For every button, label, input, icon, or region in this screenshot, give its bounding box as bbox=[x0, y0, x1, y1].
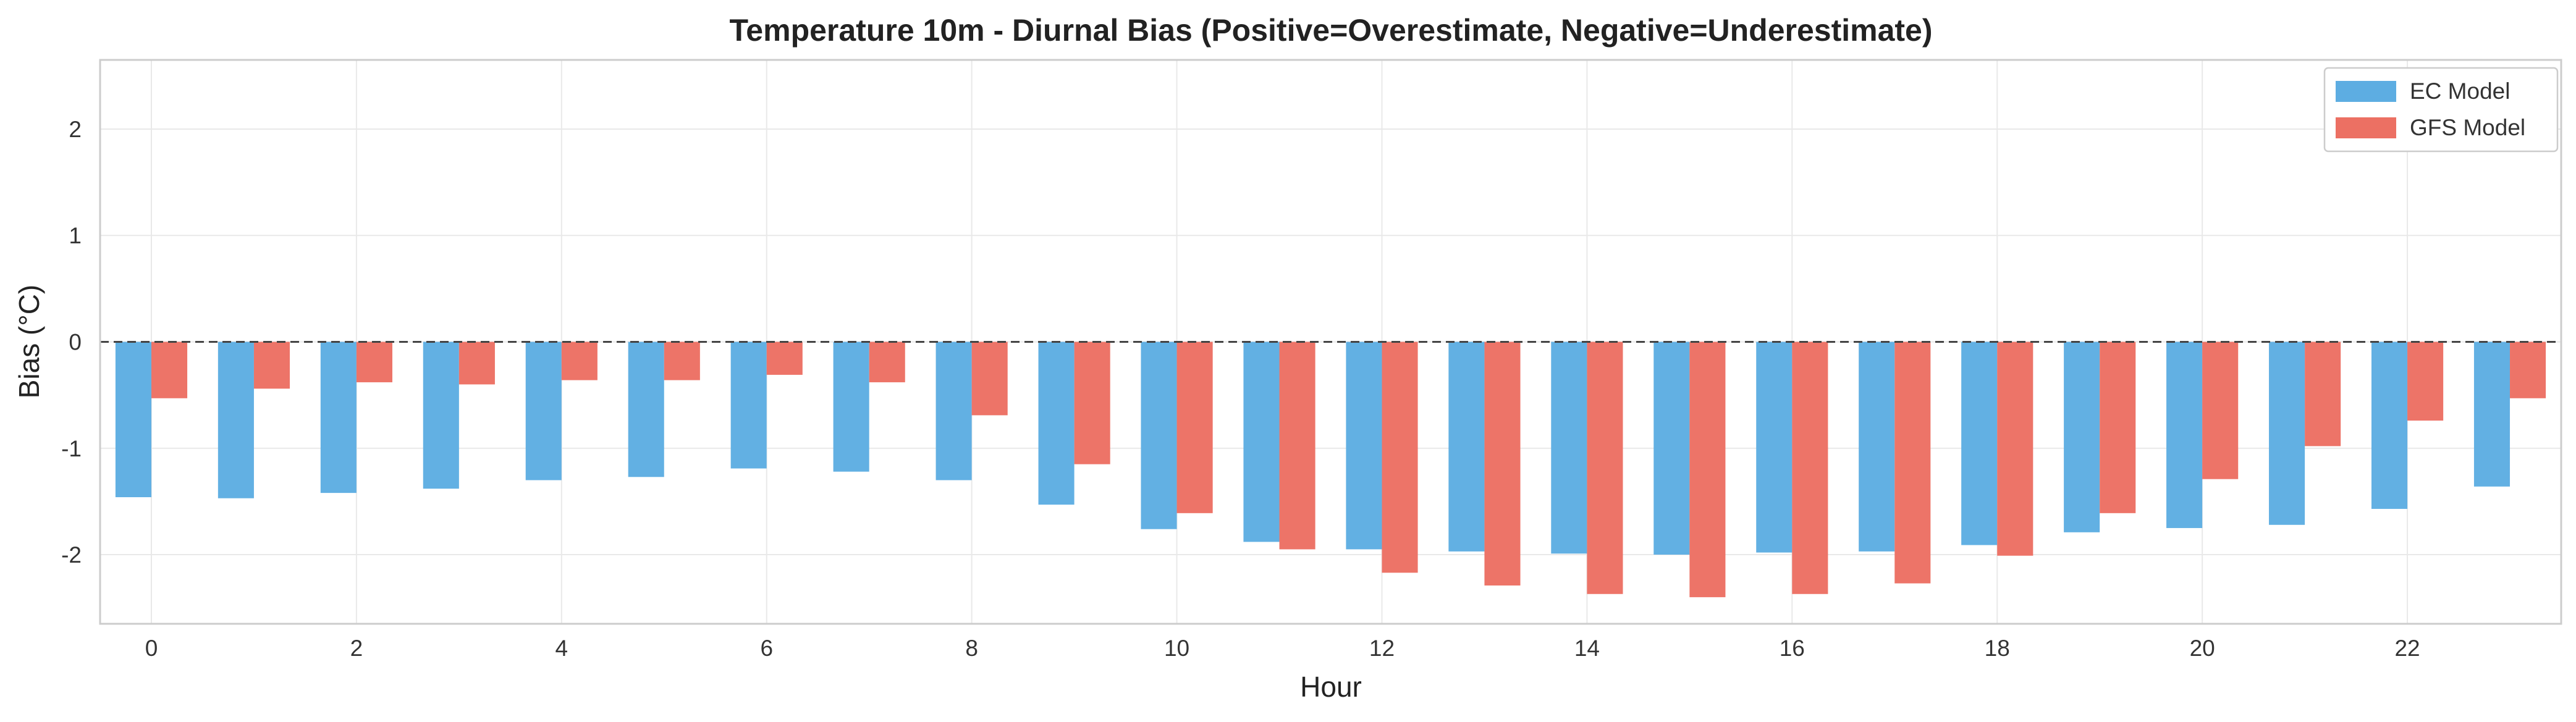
y-tick-label: 1 bbox=[69, 223, 82, 248]
bar-ec-model bbox=[1961, 342, 1998, 545]
bar-gfs-model bbox=[971, 342, 1008, 416]
bar-ec-model bbox=[525, 342, 562, 481]
y-tick-label: 2 bbox=[69, 117, 82, 142]
bar-gfs-model bbox=[1792, 342, 1828, 594]
bar-ec-model bbox=[2473, 342, 2511, 487]
legend-label-ec-model: EC Model bbox=[2410, 78, 2510, 104]
bar-gfs-model bbox=[1279, 342, 1315, 550]
y-tick-label: -1 bbox=[61, 436, 82, 461]
x-tick-label: 2 bbox=[350, 636, 363, 661]
bar-ec-model bbox=[628, 342, 664, 477]
bar-gfs-model bbox=[766, 342, 803, 375]
bar-gfs-model bbox=[1587, 342, 1623, 594]
x-axis-label: Hour bbox=[1300, 671, 1362, 703]
bar-ec-model bbox=[217, 342, 254, 498]
bar-gfs-model bbox=[151, 342, 188, 398]
legend-swatch-ec-model bbox=[2336, 81, 2396, 102]
y-tick-labels: -2 -1 0 1 2 bbox=[61, 117, 82, 568]
bar-ec-model bbox=[935, 342, 972, 481]
bar-ec-model bbox=[1346, 342, 1382, 550]
x-tick-label: 18 bbox=[1985, 636, 2010, 661]
bar-gfs-model bbox=[356, 342, 392, 382]
x-tick-label: 10 bbox=[1164, 636, 1189, 661]
x-tick-labels: 0 2 4 6 8 10 12 14 16 18 20 22 bbox=[145, 636, 2420, 661]
x-tick-label: 4 bbox=[555, 636, 568, 661]
bar-ec-model bbox=[1653, 342, 1690, 555]
bar-gfs-model bbox=[869, 342, 905, 382]
x-tick-label: 0 bbox=[145, 636, 158, 661]
bar-gfs-model bbox=[1382, 342, 1418, 573]
bar-ec-model bbox=[1756, 342, 1793, 553]
bar-ec-model bbox=[2166, 342, 2203, 528]
bar-gfs-model bbox=[2510, 342, 2546, 398]
bar-ec-model bbox=[1141, 342, 1177, 529]
x-tick-label: 22 bbox=[2394, 636, 2420, 661]
chart-title: Temperature 10m - Diurnal Bias (Positive… bbox=[729, 13, 1932, 48]
bars bbox=[115, 342, 2546, 597]
bar-ec-model bbox=[2371, 342, 2408, 509]
bar-ec-model bbox=[1859, 342, 1895, 552]
bar-ec-model bbox=[320, 342, 357, 493]
bar-gfs-model bbox=[1074, 342, 1110, 464]
bar-gfs-model bbox=[2305, 342, 2341, 447]
legend-swatch-gfs-model bbox=[2336, 117, 2396, 138]
bar-ec-model bbox=[2269, 342, 2305, 525]
bar-ec-model bbox=[730, 342, 767, 469]
bar-gfs-model bbox=[1176, 342, 1213, 513]
bar-gfs-model bbox=[1689, 342, 1726, 597]
y-axis-label: Bias (°C) bbox=[13, 285, 45, 399]
bar-gfs-model bbox=[1894, 342, 1931, 584]
bar-ec-model bbox=[115, 342, 151, 498]
bar-ec-model bbox=[1448, 342, 1485, 552]
bar-ec-model bbox=[2064, 342, 2100, 532]
bar-gfs-model bbox=[2407, 342, 2444, 421]
bar-ec-model bbox=[833, 342, 869, 472]
x-tick-label: 14 bbox=[1574, 636, 1600, 661]
x-tick-label: 16 bbox=[1780, 636, 1805, 661]
bar-gfs-model bbox=[2100, 342, 2136, 513]
x-tick-label: 20 bbox=[2190, 636, 2215, 661]
bar-gfs-model bbox=[561, 342, 598, 380]
x-tick-label: 12 bbox=[1369, 636, 1395, 661]
bar-ec-model bbox=[1551, 342, 1587, 554]
bar-gfs-model bbox=[2202, 342, 2239, 479]
bar-gfs-model bbox=[458, 342, 495, 385]
plot-frame bbox=[99, 59, 2562, 625]
x-tick-label: 6 bbox=[760, 636, 773, 661]
legend-label-gfs-model: GFS Model bbox=[2410, 115, 2525, 140]
y-tick-label: 0 bbox=[69, 330, 82, 355]
bar-gfs-model bbox=[1997, 342, 2033, 556]
bar-ec-model bbox=[423, 342, 459, 489]
y-tick-label: -2 bbox=[61, 542, 82, 568]
bar-gfs-model bbox=[1484, 342, 1521, 586]
bar-gfs-model bbox=[253, 342, 290, 389]
bar-ec-model bbox=[1243, 342, 1280, 542]
legend: EC Model GFS Model bbox=[2323, 67, 2559, 153]
x-tick-label: 8 bbox=[965, 636, 978, 661]
bar-ec-model bbox=[1038, 342, 1075, 505]
bar-gfs-model bbox=[664, 342, 700, 380]
